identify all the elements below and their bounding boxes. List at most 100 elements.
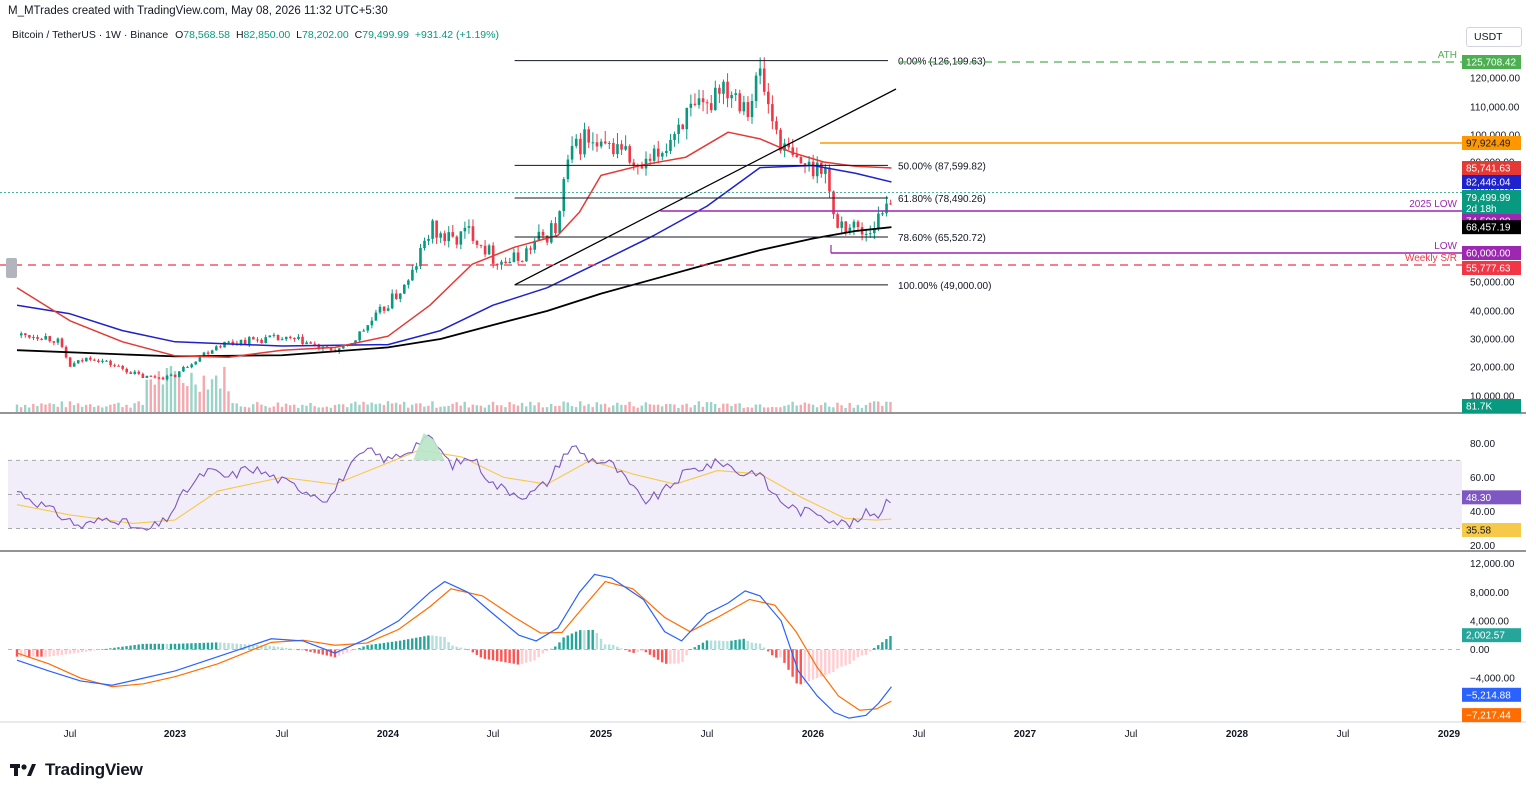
candle-body [76, 360, 80, 364]
candle-body [198, 356, 202, 362]
macd-histogram-bar [329, 649, 333, 657]
candle-body [612, 142, 615, 155]
macd-histogram-bar [612, 644, 615, 650]
candle-body [562, 179, 566, 212]
volume-bar [23, 404, 27, 412]
volume-bar [762, 407, 766, 412]
candle-body [628, 146, 632, 163]
candle-body [256, 339, 259, 341]
macd-histogram-bar [419, 636, 422, 650]
macd-histogram-bar [177, 643, 181, 650]
candle-body [190, 364, 193, 368]
candle-body [491, 245, 495, 264]
volume-bar [276, 402, 280, 412]
currency-selector[interactable]: USDT [1466, 27, 1522, 47]
volume-bar [868, 402, 872, 412]
volume-bar [836, 402, 839, 412]
volume-bar [463, 401, 466, 412]
volume-bar [206, 389, 210, 412]
candle-body [317, 344, 321, 349]
macd-histogram-bar [268, 645, 271, 650]
volume-bar [856, 404, 860, 412]
candle-body [693, 103, 697, 105]
macd-histogram-bar [56, 649, 59, 656]
macd-histogram-bar [775, 649, 778, 658]
badge-ma100: 82,446.04 [1462, 174, 1521, 189]
macd-histogram-bar [415, 637, 418, 650]
candle-body [767, 91, 770, 105]
volume-bar [251, 404, 255, 412]
macd-histogram-bar [520, 649, 524, 664]
macd-histogram-bar [824, 649, 827, 676]
volume-bar [80, 406, 84, 412]
volume-bar [125, 404, 128, 412]
candle-body [595, 142, 599, 147]
volume-bar [665, 404, 668, 412]
time-axis-label: 2025 [590, 729, 613, 740]
fib-level-label: 0.00% (126,199.63) [898, 57, 986, 68]
price-axis[interactable]: 120,000.00110,000.00100,000.0090,000.008… [1470, 74, 1520, 403]
macd-histogram-bar [105, 648, 108, 650]
volume-bar [247, 407, 251, 412]
macd-histogram-bar [101, 649, 104, 651]
volume-bar [231, 403, 234, 412]
volume-bar [272, 406, 275, 412]
volume-bar [177, 376, 181, 412]
candle-body [297, 336, 300, 340]
badge-rsi-ma: 35.58 [1462, 523, 1521, 538]
macd-pane[interactable]: 12,000.00 8,000.00 4,000.00 0.00 −4,000.00 [8, 559, 1515, 719]
candle-body [161, 377, 165, 380]
volume-bar [487, 404, 491, 412]
volume-bar [677, 407, 680, 412]
volume-bar [754, 404, 758, 412]
candle-body [616, 144, 619, 155]
candle-body [206, 352, 210, 354]
candle-body [504, 261, 507, 264]
volume-bar [844, 407, 847, 412]
volume-bar [256, 402, 259, 412]
candle-body [133, 371, 137, 374]
volume-bar [72, 405, 76, 412]
rsi-pane[interactable]: 80.00 60.00 40.00 20.00 [8, 433, 1495, 552]
candle-body [459, 231, 463, 245]
volume-bar [402, 401, 406, 412]
rsi-axis-tick: 60.00 [1470, 473, 1495, 484]
candle-body [141, 373, 145, 378]
macd-histogram-bar [84, 649, 88, 652]
time-axis[interactable]: Jul 2023 Jul 2024 Jul 2025 Jul 2026 Jul 2027 Jul 20… [64, 729, 1461, 740]
volume-bar [260, 404, 263, 412]
candle-body [36, 337, 39, 339]
volume-bar [848, 402, 851, 412]
macd-signal-line [16, 580, 892, 711]
rsi-axis-tick: 80.00 [1470, 439, 1495, 450]
macd-histogram-bar [648, 649, 652, 655]
macd-histogram-bar [881, 642, 884, 650]
volume-bar [599, 404, 603, 412]
candle-body [60, 338, 64, 347]
macd-histogram-bar [382, 642, 386, 650]
macd-histogram-bar [632, 649, 635, 653]
collapse-handle[interactable] [6, 258, 17, 278]
macd-histogram-bar [885, 639, 888, 650]
volume-bar [378, 403, 382, 412]
rsi-overbought-fill [413, 433, 445, 461]
candle-body [247, 337, 251, 345]
candle-body [113, 365, 116, 367]
volume-bar [223, 366, 226, 412]
volume-bar [545, 407, 549, 412]
macd-histogram-bar [599, 638, 603, 650]
candle-body [537, 231, 541, 241]
symbol-legend[interactable]: Bitcoin / TetherUS · 1W · Binance O78,56… [12, 29, 499, 41]
macd-histogram-bar [856, 649, 860, 658]
volume-bar [520, 402, 524, 412]
candle-body [718, 87, 721, 94]
volume-bar [549, 403, 553, 412]
candle-body [750, 101, 754, 118]
volume-bar [419, 403, 422, 412]
macd-histogram-bar [718, 640, 721, 650]
candle-body [877, 213, 880, 229]
tradingview-brand[interactable]: TradingView [9, 760, 143, 780]
volume-bar [350, 403, 353, 412]
macd-histogram-bar [157, 643, 161, 650]
